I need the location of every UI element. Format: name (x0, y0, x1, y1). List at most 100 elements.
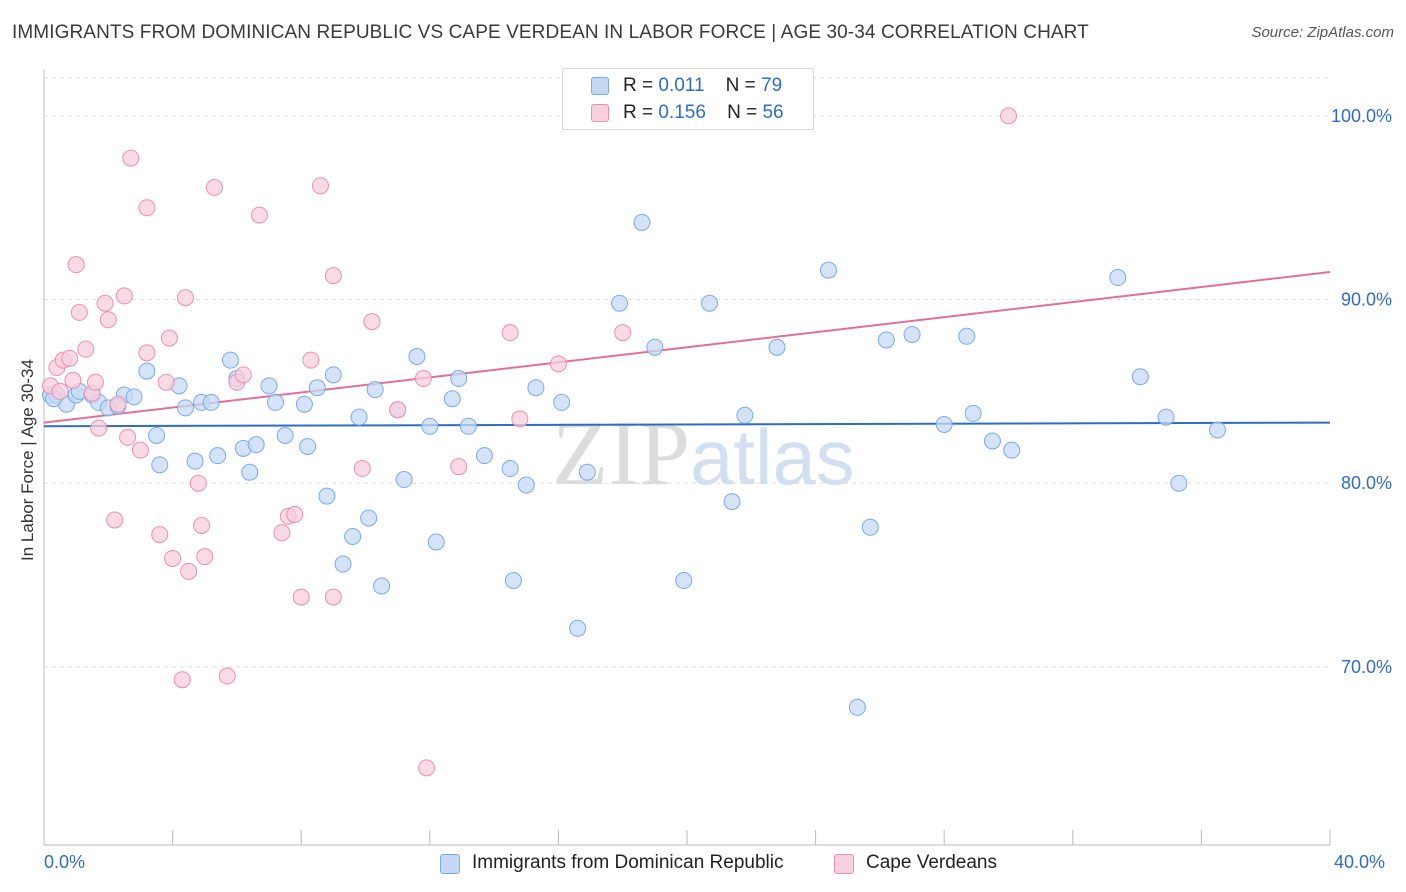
data-point (353, 460, 371, 478)
legend-swatch-capeverdean (834, 854, 854, 874)
trend-line-1 (43, 271, 1331, 424)
data-point (903, 325, 921, 343)
data-point (260, 377, 278, 395)
x-tick-label-max: 40.0% (1334, 852, 1386, 872)
data-point (77, 340, 95, 358)
data-point (421, 417, 439, 435)
data-point (151, 456, 169, 474)
y-tick-label: 90.0% (1341, 290, 1392, 310)
data-point (302, 351, 320, 369)
data-point (1170, 474, 1188, 492)
data-point (218, 667, 236, 685)
data-point (517, 476, 535, 494)
series-0-points (41, 213, 1226, 716)
r-label: R = (623, 75, 654, 96)
data-point (701, 294, 719, 312)
n-label: N = (727, 102, 758, 123)
x-tick-label-min: 0.0% (44, 852, 86, 872)
data-point (553, 393, 571, 411)
data-point (360, 509, 378, 527)
data-point (295, 395, 313, 413)
data-point (148, 426, 166, 444)
data-point (877, 331, 895, 349)
data-point (176, 399, 194, 417)
watermark-atlas: atlas (690, 413, 855, 501)
trend-layer (43, 271, 1331, 428)
data-point (527, 379, 545, 397)
data-point (450, 370, 468, 388)
data-point (119, 428, 137, 446)
data-point (1131, 368, 1149, 386)
series-1-points (41, 107, 1017, 777)
data-point (202, 393, 220, 411)
capeverdean-swatch (591, 104, 609, 122)
r-value: 0.011 (658, 75, 705, 96)
data-point (138, 199, 156, 217)
data-point (819, 261, 837, 279)
data-point (408, 347, 426, 365)
data-point (180, 562, 198, 580)
data-point (106, 511, 124, 529)
data-point (334, 555, 352, 573)
data-point (96, 294, 114, 312)
data-point (504, 572, 522, 590)
data-point (276, 426, 294, 444)
data-point (99, 311, 117, 329)
data-point (173, 671, 191, 689)
data-point (164, 550, 182, 568)
data-point (70, 303, 88, 321)
n-value: 56 (762, 102, 784, 123)
data-point (736, 406, 754, 424)
data-point (366, 381, 384, 399)
data-point (549, 355, 567, 373)
data-point (247, 436, 265, 454)
data-point (311, 177, 329, 195)
data-point (501, 324, 519, 342)
source-credit: Source: ZipAtlas.com (1251, 24, 1394, 41)
data-point (122, 149, 140, 167)
data-point (1208, 421, 1226, 439)
data-point (308, 379, 326, 397)
r-value: 0.156 (658, 102, 706, 123)
stats-legend-text: R = 0.011 N = 79 (623, 75, 782, 97)
points-layer (41, 107, 1226, 777)
data-point (292, 588, 310, 606)
data-point (109, 395, 127, 413)
data-point (67, 256, 85, 274)
data-point (459, 417, 477, 435)
data-point (614, 324, 632, 342)
data-point (373, 577, 391, 595)
data-point (299, 437, 317, 455)
chart-title: IMMIGRANTS FROM DOMINICAN REPUBLIC VS CA… (12, 22, 1089, 43)
y-tick-labels: 70.0% 80.0% 90.0% 100.0% (1331, 106, 1392, 677)
n-label: N = (725, 75, 756, 96)
watermark-zip: ZIP (552, 402, 690, 504)
data-point (234, 366, 252, 384)
data-point (418, 759, 436, 777)
r-label: R = (623, 102, 654, 123)
data-point (131, 441, 149, 459)
legend-label-capeverdean: Cape Verdeans (866, 852, 997, 873)
data-point (1003, 441, 1021, 459)
data-point (450, 458, 468, 476)
data-point (324, 366, 342, 384)
data-point (511, 410, 529, 428)
data-point (723, 493, 741, 511)
trend-line-0 (43, 421, 1331, 428)
data-point (768, 338, 786, 356)
y-tick-label: 70.0% (1341, 657, 1392, 677)
data-point (205, 179, 223, 197)
legend-swatch-dominican (440, 854, 460, 874)
data-point (115, 287, 133, 305)
data-point (983, 432, 1001, 450)
data-point (286, 505, 304, 523)
data-point (138, 344, 156, 362)
data-point (193, 516, 211, 534)
data-point (250, 206, 268, 224)
data-point (1157, 408, 1175, 426)
data-point (569, 619, 587, 637)
y-tick-label: 80.0% (1341, 473, 1392, 493)
data-point (318, 487, 336, 505)
data-point (324, 588, 342, 606)
